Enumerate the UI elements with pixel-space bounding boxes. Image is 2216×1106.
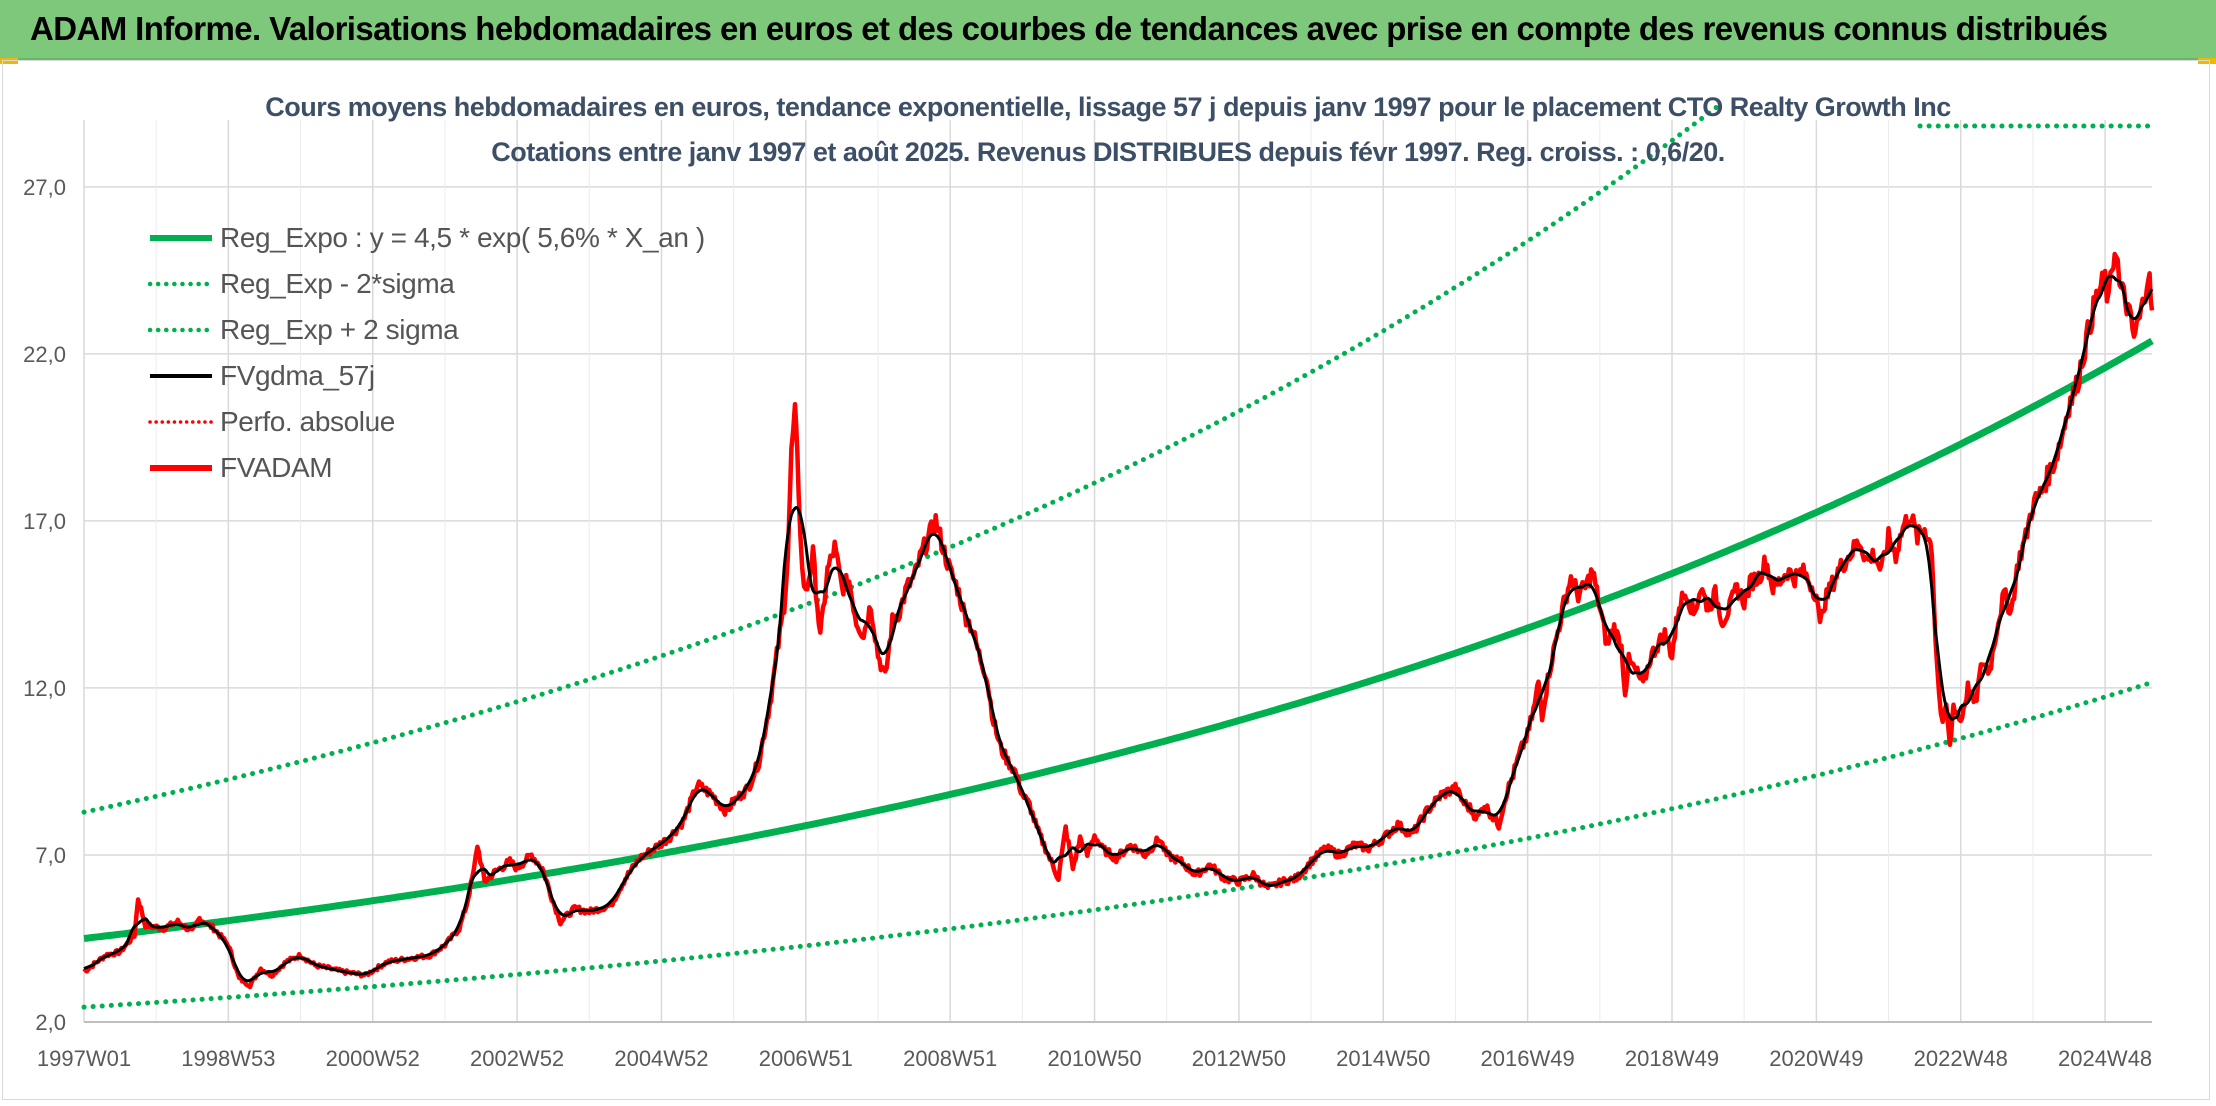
y-tick-label: 27,0 <box>23 175 66 200</box>
x-tick-label: 2002W52 <box>470 1046 564 1071</box>
x-tick-label: 2006W51 <box>759 1046 853 1071</box>
legend-label: FVgdma_57j <box>220 360 375 391</box>
x-tick-label: 2014W50 <box>1336 1046 1430 1071</box>
legend-swatch-reg-expo <box>150 235 212 241</box>
x-tick-label: 2020W49 <box>1769 1046 1863 1071</box>
x-tick-label: 1997W01 <box>37 1046 131 1071</box>
chart-title-line-2: Cotations entre janv 1997 et août 2025. … <box>491 137 1725 167</box>
legend-label: Reg_Exp - 2*sigma <box>220 268 455 299</box>
x-tick-label: 2024W48 <box>2058 1046 2152 1071</box>
legend-label: FVADAM <box>220 452 333 483</box>
fvadam-line <box>82 251 2155 990</box>
y-tick-label: 7,0 <box>35 843 66 868</box>
y-tick-label: 2,0 <box>35 1010 66 1035</box>
legend-label: Reg_Exp + 2 sigma <box>220 314 459 345</box>
legend-swatch-fvadam <box>150 465 212 471</box>
x-tick-label: 2022W48 <box>1914 1046 2008 1071</box>
banner-title: ADAM Informe. Valorisations hebdomadaire… <box>30 10 2108 47</box>
legend-swatch-reg-exp-minus <box>148 281 215 287</box>
grid-layer <box>83 120 2152 1023</box>
legend-swatch-fvgdma <box>150 374 212 378</box>
x-tick-label: 2010W50 <box>1047 1046 1141 1071</box>
legend-swatch-reg-exp-plus <box>148 327 215 333</box>
y-tick-label: 22,0 <box>23 342 66 367</box>
legend-swatch-perfo-absolue <box>148 420 214 424</box>
y-tick-label: 12,0 <box>23 676 66 701</box>
x-tick-label: 2008W51 <box>903 1046 997 1071</box>
fvgdma-57j-line <box>83 274 2154 983</box>
corner-marker-left <box>0 58 18 64</box>
legend-label: Perfo. absolue <box>220 406 395 437</box>
corner-marker-right <box>2198 58 2216 64</box>
reg-expo-line <box>83 337 2154 942</box>
x-tick-label: 2000W52 <box>326 1046 420 1071</box>
x-tick-label: 2016W49 <box>1481 1046 1575 1071</box>
y-tick-label: 17,0 <box>23 509 66 534</box>
x-tick-label: 2004W52 <box>614 1046 708 1071</box>
axis-layer: 2,0 7,0 12,0 17,0 22,0 27,0 1997W01 1998W53 2000… <box>23 175 2152 1071</box>
series-layer <box>81 102 2155 1010</box>
reg-exp-plus-2sigma-line <box>81 102 1722 815</box>
reg-exp-minus-2sigma-line <box>81 679 2155 1010</box>
x-tick-label: 1998W53 <box>181 1046 275 1071</box>
chart-frame <box>2 60 2210 1100</box>
chart-title-line-1: Cours moyens hebdomadaires en euros, ten… <box>265 92 1951 122</box>
x-tick-label: 2012W50 <box>1192 1046 1286 1071</box>
x-tick-label: 2018W49 <box>1625 1046 1719 1071</box>
report-banner: ADAM Informe. Valorisations hebdomadaire… <box>0 0 2216 60</box>
legend-label: Reg_Expo : y = 4,5 * exp( 5,6% * X_an ) <box>220 222 705 253</box>
